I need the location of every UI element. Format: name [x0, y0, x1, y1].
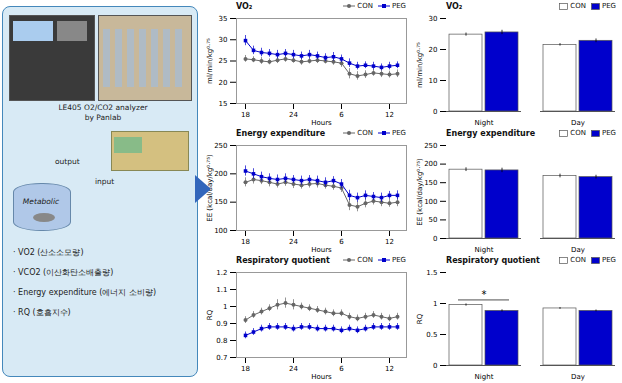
svg-text:6: 6 [339, 365, 344, 373]
html-text:VO₂: VO₂ [236, 1, 253, 11]
html-text:PEG: PEG [601, 256, 616, 264]
svg-text:0.7: 0.7 [216, 354, 227, 362]
svg-text:100: 100 [424, 198, 437, 206]
svg-text:10: 10 [429, 77, 438, 85]
html-text:CON: CON [357, 256, 373, 264]
svg-text:0.5: 0.5 [426, 331, 437, 339]
html-text:CON: CON [570, 2, 586, 10]
svg-text:Day: Day [571, 246, 585, 254]
html-text:output: output [55, 157, 80, 166]
svg-text:1: 1 [433, 300, 437, 308]
svg-text:Night: Night [475, 119, 494, 127]
svg-text:24: 24 [289, 111, 298, 119]
svg-text:20: 20 [219, 78, 228, 86]
svg-text:0.8: 0.8 [216, 337, 227, 345]
svg-text:24: 24 [289, 365, 298, 373]
svg-text:1.1: 1.1 [216, 286, 227, 294]
svg-text:Hours: Hours [311, 246, 332, 254]
html-text:by Panlab: by Panlab [84, 113, 122, 122]
html-text:CON: CON [570, 129, 586, 137]
svg-text:200: 200 [424, 160, 437, 168]
svg-text:0: 0 [433, 108, 437, 116]
html-text:PEG: PEG [601, 129, 616, 137]
svg-text:250: 250 [214, 142, 227, 150]
svg-text:0: 0 [433, 362, 437, 370]
svg-text:18: 18 [241, 111, 250, 119]
svg-text:100: 100 [214, 227, 227, 235]
svg-text:Night: Night [475, 246, 494, 254]
html-text:CON: CON [570, 256, 586, 264]
svg-text:Hours: Hours [311, 373, 332, 381]
svg-text:ml/min/kg⁰·⁷⁵: ml/min/kg⁰·⁷⁵ [416, 42, 424, 88]
svg-text:150: 150 [424, 179, 437, 187]
html-text:· VO2 (산소소모량): · VO2 (산소소모량) [13, 248, 84, 257]
html-text:Metabolic: Metabolic [22, 197, 60, 206]
svg-text:0: 0 [433, 235, 437, 243]
html-text:LE405 O2/CO2 analyzer: LE405 O2/CO2 analyzer [58, 103, 148, 112]
svg-text:Hours: Hours [311, 119, 332, 127]
svg-text:20: 20 [429, 46, 438, 54]
svg-text:24: 24 [289, 238, 298, 246]
svg-text:RQ: RQ [206, 309, 214, 320]
svg-text:50: 50 [429, 216, 438, 224]
svg-text:15: 15 [219, 100, 228, 108]
svg-text:12: 12 [385, 238, 394, 246]
svg-text:Day: Day [571, 373, 585, 381]
html-text:· Energy expenditure (에너지 소비량): · Energy expenditure (에너지 소비량) [13, 288, 157, 297]
svg-text:25: 25 [219, 57, 228, 65]
html-text:Energy expenditure: Energy expenditure [446, 128, 536, 138]
svg-text:1.2: 1.2 [216, 269, 227, 277]
html-text:Respiratory quotient: Respiratory quotient [236, 255, 330, 265]
html-text:Energy expenditure: Energy expenditure [236, 128, 326, 138]
svg-text:250: 250 [424, 142, 437, 150]
svg-text:1.5: 1.5 [426, 269, 437, 277]
svg-text:35: 35 [219, 15, 228, 23]
html-text:CON: CON [357, 129, 373, 137]
svg-text:0.9: 0.9 [216, 320, 227, 328]
html-text:PEG: PEG [391, 2, 406, 10]
html-text:VO₂: VO₂ [446, 1, 463, 11]
svg-text:150: 150 [214, 198, 227, 206]
svg-text:30: 30 [429, 15, 438, 23]
svg-text:ml/min/kg⁰·⁷⁵: ml/min/kg⁰·⁷⁵ [206, 38, 214, 84]
html-text:PEG: PEG [391, 129, 406, 137]
svg-text:1: 1 [223, 303, 227, 311]
svg-text:Night: Night [475, 373, 494, 381]
svg-text:RQ: RQ [416, 313, 424, 324]
html-text:· VCO2 (이산화탄소배출량): · VCO2 (이산화탄소배출량) [13, 268, 114, 277]
svg-text:EE (kcal/day/kg⁰·⁷⁵): EE (kcal/day/kg⁰·⁷⁵) [416, 158, 424, 226]
svg-text:12: 12 [385, 111, 394, 119]
svg-text:12: 12 [385, 365, 394, 373]
svg-text:6: 6 [339, 238, 344, 246]
html-text:PEG: PEG [391, 256, 406, 264]
html-text:CON: CON [357, 2, 373, 10]
html-text:Respiratory quotient: Respiratory quotient [446, 255, 540, 265]
svg-text:EE (kcal/day/kg⁰·⁷⁵): EE (kcal/day/kg⁰·⁷⁵) [206, 154, 214, 222]
svg-text:30: 30 [219, 36, 228, 44]
svg-text:*: * [482, 289, 487, 300]
html-text:input: input [95, 177, 115, 186]
html-text:PEG: PEG [601, 2, 616, 10]
html-text:· RQ (호흡지수): · RQ (호흡지수) [13, 308, 71, 317]
svg-text:200: 200 [214, 170, 227, 178]
svg-text:Day: Day [571, 119, 585, 127]
svg-text:18: 18 [241, 365, 250, 373]
svg-text:18: 18 [241, 238, 250, 246]
svg-text:6: 6 [339, 111, 344, 119]
